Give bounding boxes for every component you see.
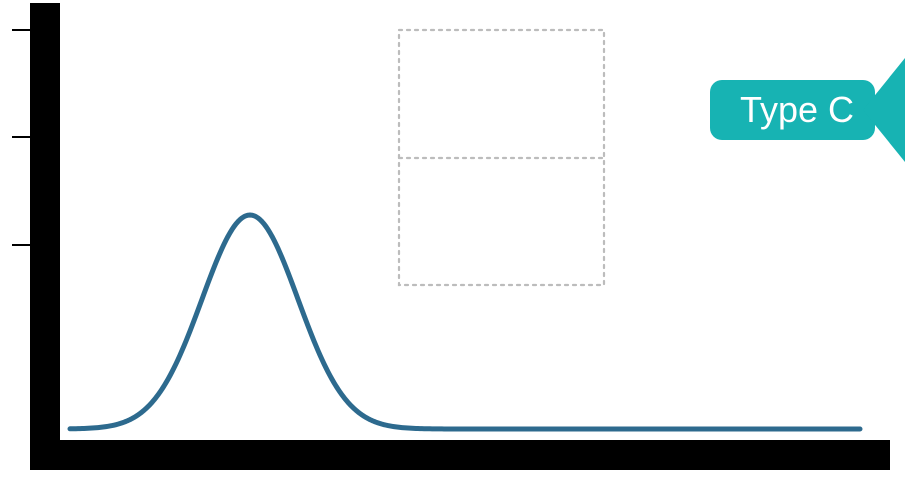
y-axis	[30, 3, 60, 470]
chart-background	[0, 0, 905, 500]
x-axis	[30, 440, 890, 470]
type-label-text: Type C	[740, 89, 854, 130]
